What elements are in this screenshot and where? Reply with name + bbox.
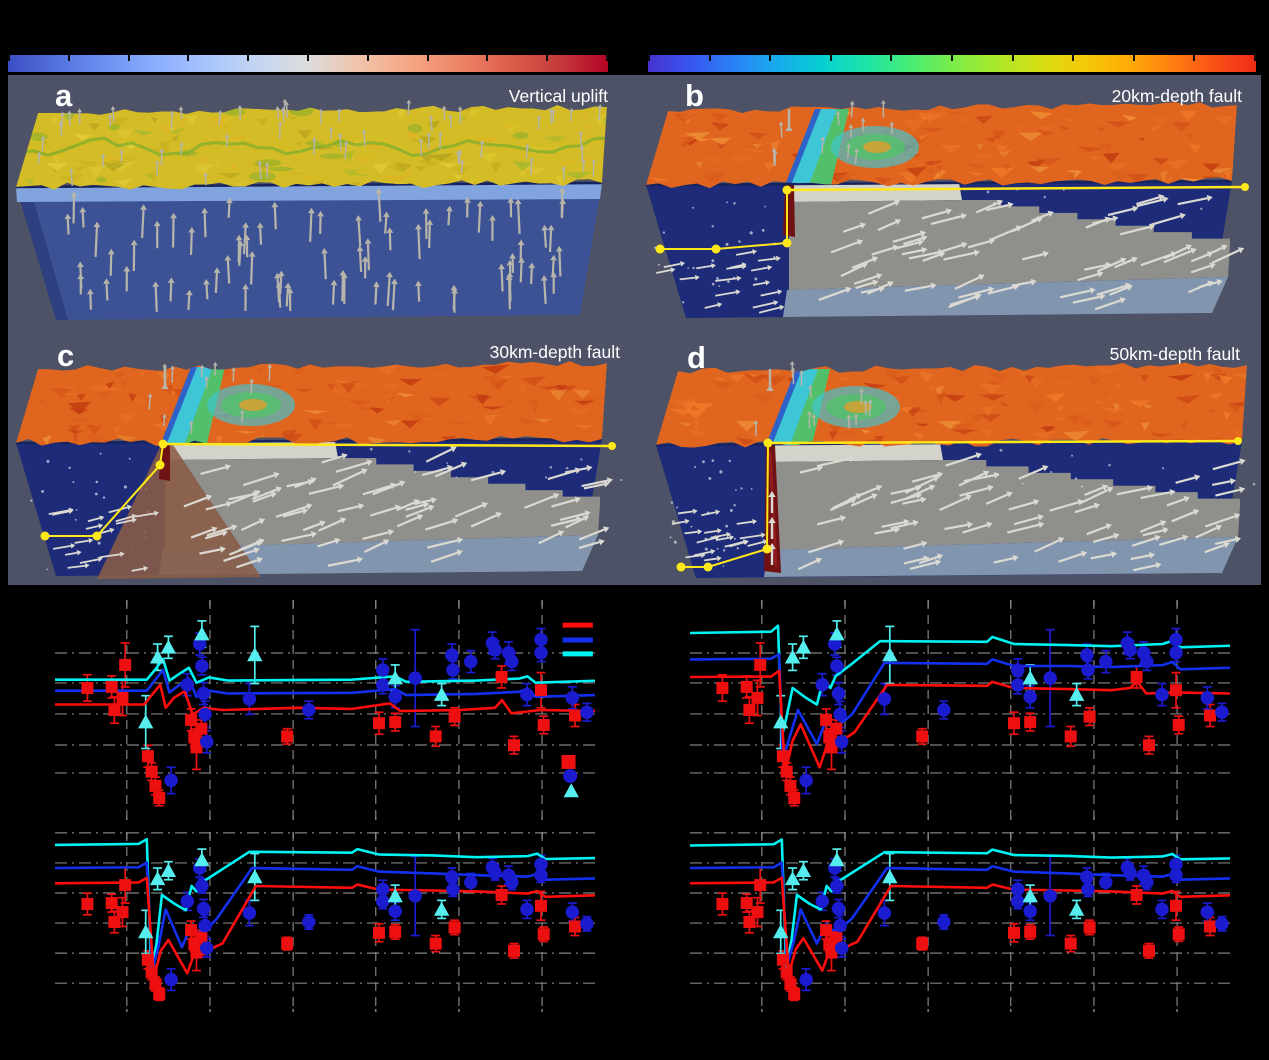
colorbar-tick <box>829 55 832 61</box>
model-red <box>690 669 1230 776</box>
model-panels-section <box>8 75 1261 585</box>
panel-d-label: d <box>687 340 706 375</box>
model-panel-a <box>15 98 607 320</box>
model-cyan <box>690 624 1230 738</box>
plot-top-left-svg <box>55 600 595 820</box>
rainbow-colorbar <box>648 55 1256 72</box>
colorbar-tick <box>486 55 489 61</box>
colorbar-tick <box>951 55 953 61</box>
plot-bottom-right-svg <box>690 832 1230 1012</box>
panel-b-title: 20km-depth fault <box>1111 86 1242 106</box>
plot-bottom-right <box>690 832 1230 1012</box>
fault-trace-d <box>676 437 1242 572</box>
colorbar-tick <box>1254 55 1256 61</box>
plot-bottom-left <box>55 832 595 1012</box>
colorbar-tick <box>247 55 250 61</box>
colorbar-tick <box>708 55 711 61</box>
plot-top-right <box>690 600 1230 820</box>
colorbar-tick <box>546 55 549 61</box>
plot-top-right-svg <box>690 600 1230 820</box>
data-points <box>81 626 594 804</box>
colorbar-tick <box>606 55 608 61</box>
colorbar-tick <box>648 55 650 61</box>
colorbar-tick <box>769 55 772 61</box>
model-red <box>55 683 595 716</box>
colorbar-tick <box>187 55 190 61</box>
data-points <box>716 626 1229 804</box>
colorbar-tick <box>890 55 893 61</box>
panel-c-label: c <box>57 338 75 373</box>
panel-a-label: a <box>55 78 73 113</box>
model-3d-graphics <box>8 75 1261 585</box>
data-points <box>81 852 594 1000</box>
model-panel-c <box>15 360 672 579</box>
model-panel-b <box>645 99 1249 318</box>
plot-top-left <box>55 600 595 820</box>
colorbar-tick <box>426 55 429 61</box>
colorbar-tick <box>127 55 130 61</box>
plot-bottom-left-svg <box>55 832 595 1012</box>
colorbar-tick <box>307 55 309 61</box>
fault-trace-c <box>40 439 616 541</box>
model-red <box>690 876 1230 976</box>
colorbar-tick <box>1193 55 1196 61</box>
colorbar-tick <box>67 55 70 61</box>
data-points <box>716 852 1229 1000</box>
colorbar-tick <box>8 55 10 61</box>
plot-legend <box>561 622 593 798</box>
panel-b-label: b <box>685 78 704 113</box>
model-panel-d <box>655 360 1256 578</box>
model-blue <box>55 668 595 699</box>
fault-trace-b <box>655 183 1249 254</box>
panel-a-title: Vertical uplift <box>508 86 608 106</box>
coolwarm-colorbar <box>8 55 608 72</box>
colorbar-tick <box>1132 55 1135 61</box>
panel-c-title: 30km-depth fault <box>489 342 620 362</box>
colorbar-tick <box>1072 55 1075 61</box>
colorbar-tick <box>1011 55 1014 61</box>
colorbar-tick <box>366 55 369 61</box>
panel-d-title: 50km-depth fault <box>1109 344 1240 364</box>
